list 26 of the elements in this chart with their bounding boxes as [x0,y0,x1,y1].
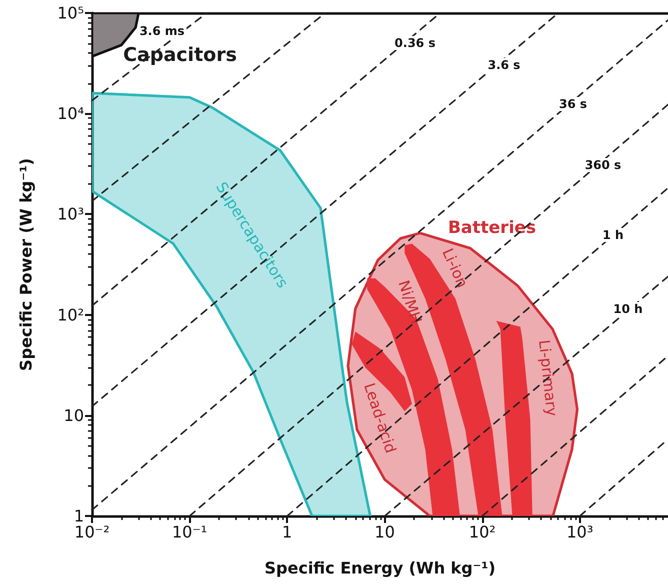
y-tick-label: 10⁵ [57,4,84,22]
text: Li-primary [535,338,561,418]
x-tick-label: 10⁻¹ [172,522,208,542]
y-tick-label: 10² [57,305,84,324]
x-tick-label: 10⁻² [74,522,110,542]
annotation: 0.36 s [394,36,436,50]
annotation: 3.6 ms [139,24,185,38]
series-label: Batteries [448,218,536,238]
x-tick-label: 1 [282,522,292,542]
annotation: 360 s [584,158,622,172]
series-label: Capacitors [123,44,237,66]
text: Ni/MH [394,278,426,326]
x-tick-label: 10 [374,522,395,542]
annotation: 1 h [602,228,624,242]
y-axis-title: Specific Power (W kg⁻¹) [16,158,36,371]
x-tick-label: 10³ [566,522,594,542]
y-tick-label: 10³ [57,204,84,224]
y-tick-label: 10⁴ [57,104,84,124]
annotation: 3.6 s [488,58,520,72]
y-tick-label: 1 [74,506,84,526]
annotation: 10 h [613,302,643,316]
x-tick-label: 10² [468,522,496,542]
text: Li-ion [438,246,472,290]
y-tick-label: 10 [64,406,84,425]
annotation: 36 s [558,97,588,111]
x-axis-title: Specific Energy (Wh kg⁻¹) [264,558,496,578]
